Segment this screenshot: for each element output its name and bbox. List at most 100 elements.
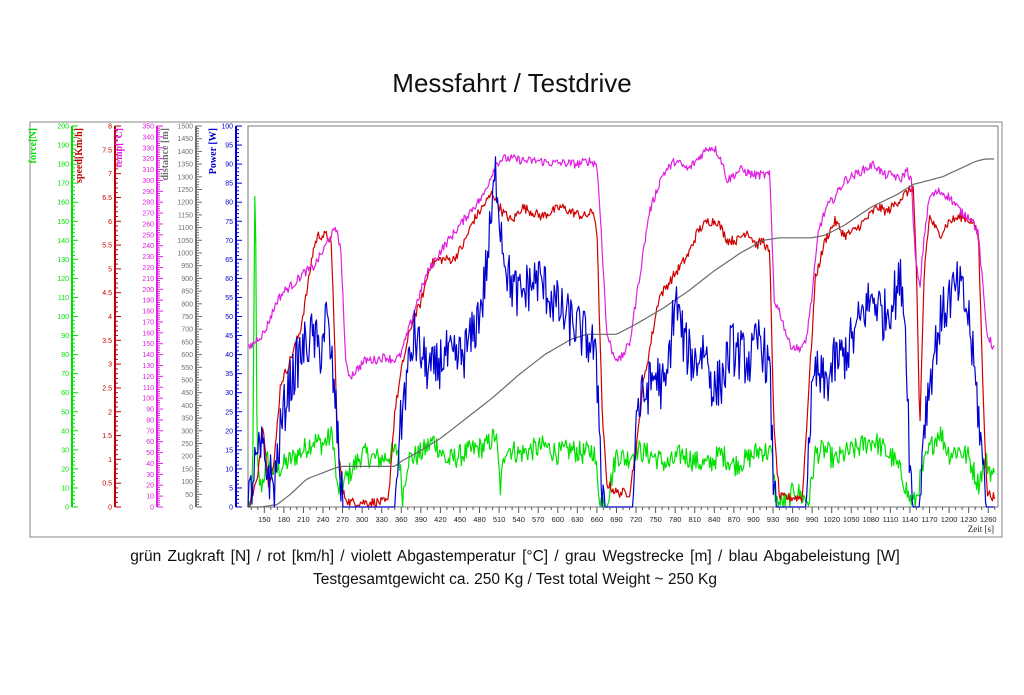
- x-axis-tick-label: 480: [473, 515, 486, 524]
- x-axis-tick-label: 180: [278, 515, 291, 524]
- series-line-blau: [247, 156, 995, 508]
- speed-axis-tick-label: 8: [108, 124, 112, 131]
- speed-axis-tick-label: 5: [108, 266, 112, 273]
- x-axis-tick-label: 1080: [862, 515, 879, 524]
- temp-axis-tick-label: 330: [142, 145, 154, 152]
- x-axis-tick-label: 210: [297, 515, 310, 524]
- force-axis-tick-label: 60: [61, 390, 69, 397]
- x-axis-tick-label: 390: [415, 515, 428, 524]
- speed-axis-tick-label: 6.5: [102, 195, 112, 202]
- x-axis-tick-label: 240: [317, 515, 330, 524]
- power-axis-tick-label: 40: [225, 352, 233, 359]
- temp-axis-tick-label: 260: [142, 221, 154, 228]
- temp-axis-tick-label: 120: [142, 374, 154, 381]
- temp-axis-tick-label: 140: [142, 352, 154, 359]
- temp-axis-tick-label: 210: [142, 276, 154, 283]
- x-axis-tick-label: 270: [336, 515, 349, 524]
- temp-axis-tick-label: 0: [150, 505, 154, 512]
- distance-axis-tick-label: 1150: [178, 212, 193, 219]
- series-line-grau: [248, 158, 995, 508]
- temp-axis-tick-label: 10: [146, 494, 154, 501]
- speed-axis-tick-label: 5.5: [102, 243, 112, 250]
- x-axis-tick-label: 870: [728, 515, 741, 524]
- distance-axis-tick-label: 50: [185, 492, 193, 499]
- x-axis-tick-label: 810: [688, 515, 701, 524]
- speed-axis-tick-label: 6: [108, 219, 112, 226]
- temp-axis-tick-label: 20: [146, 483, 154, 490]
- force-axis-tick-label: 120: [57, 276, 69, 283]
- x-axis-tick-label: 990: [806, 515, 819, 524]
- distance-axis-tick-label: 900: [181, 276, 193, 283]
- x-axis-tick-label: 450: [454, 515, 467, 524]
- force-axis-tick-label: 110: [58, 295, 69, 302]
- x-axis-tick-label: 750: [649, 515, 662, 524]
- temp-axis-tick-label: 80: [146, 417, 154, 424]
- temp-axis-tick-label: 170: [142, 319, 154, 326]
- x-axis-tick-label: 690: [610, 515, 623, 524]
- power-axis-tick-label: 80: [225, 200, 233, 207]
- chart-title: Messfahrt / Testdrive: [392, 68, 632, 98]
- power-axis-tick-label: 45: [225, 333, 233, 340]
- speed-axis-tick-label: 3: [108, 362, 112, 369]
- temp-axis-tick-label: 200: [142, 287, 154, 294]
- x-axis-tick-label: 300: [356, 515, 369, 524]
- power-axis-label: Power [W]: [208, 128, 219, 174]
- distance-axis-tick-label: 450: [181, 390, 193, 397]
- x-axis-tick-label: 360: [395, 515, 408, 524]
- x-axis-tick-label: 1260: [980, 515, 997, 524]
- temp-axis-tick-label: 350: [142, 124, 154, 131]
- speed-axis-tick-label: 0: [108, 505, 112, 512]
- power-axis-tick-label: 20: [225, 428, 233, 435]
- force-axis-tick-label: 70: [61, 371, 69, 378]
- speed-axis-tick-label: 2: [108, 409, 112, 416]
- temp-axis-tick-label: 30: [146, 472, 154, 479]
- power-axis-tick-label: 95: [225, 143, 233, 150]
- power-axis-tick-label: 100: [221, 124, 233, 131]
- x-axis-tick-label: 930: [767, 515, 780, 524]
- speed-axis-tick-label: 4: [108, 314, 112, 321]
- force-axis-tick-label: 130: [57, 257, 69, 264]
- power-axis-tick-label: 55: [225, 295, 233, 302]
- temp-axis-tick-label: 240: [142, 243, 154, 250]
- distance-axis-tick-label: 1300: [177, 174, 193, 181]
- distance-axis-tick-label: 850: [181, 289, 193, 296]
- temp-axis-tick-label: 310: [142, 167, 154, 174]
- x-axis-tick-label: 720: [630, 515, 643, 524]
- x-axis-tick-label: 150: [258, 515, 271, 524]
- x-axis-label: Zeit [s]: [968, 524, 994, 534]
- distance-axis-tick-label: 550: [181, 365, 193, 372]
- distance-axis-tick-label: 400: [181, 403, 193, 410]
- force-axis-tick-label: 140: [57, 238, 69, 245]
- temp-axis-tick-label: 220: [142, 265, 154, 272]
- force-axis-tick-label: 20: [61, 466, 69, 473]
- x-axis-tick-label: 660: [591, 515, 604, 524]
- force-axis-tick-label: 160: [57, 200, 69, 207]
- distance-axis-tick-label: 650: [181, 339, 193, 346]
- distance-axis-tick-label: 1050: [177, 238, 193, 245]
- x-axis-tick-label: 420: [434, 515, 447, 524]
- temp-axis-tick-label: 190: [142, 298, 154, 305]
- temp-axis-tick-label: 90: [146, 407, 154, 414]
- x-axis-tick-label: 1110: [883, 515, 899, 524]
- temp-axis-tick-label: 100: [142, 396, 154, 403]
- x-axis-tick-label: 960: [786, 515, 799, 524]
- distance-axis-tick-label: 1500: [177, 124, 193, 131]
- temp-axis-tick-label: 130: [142, 363, 154, 370]
- x-axis-tick-label: 540: [512, 515, 525, 524]
- distance-axis-tick-label: 1450: [177, 136, 193, 143]
- distance-axis-tick-label: 1200: [177, 200, 193, 207]
- series-line-violett: [247, 145, 995, 380]
- temp-axis-tick-label: 60: [146, 439, 154, 446]
- distance-axis-tick-label: 350: [181, 416, 193, 423]
- force-axis-tick-label: 150: [57, 219, 69, 226]
- speed-axis-tick-label: 1: [108, 457, 112, 464]
- distance-axis-tick-label: 700: [181, 327, 193, 334]
- power-axis-tick-label: 75: [225, 219, 233, 226]
- force-axis-tick-label: 30: [61, 447, 69, 454]
- plot-frame: [247, 125, 999, 508]
- x-axis-tick-label: 630: [571, 515, 584, 524]
- force-axis-tick-label: 180: [57, 162, 69, 169]
- temp-axis-tick-label: 110: [143, 385, 154, 392]
- speed-axis-tick-label: 0.5: [102, 481, 112, 488]
- temp-axis-tick-label: 340: [142, 134, 154, 141]
